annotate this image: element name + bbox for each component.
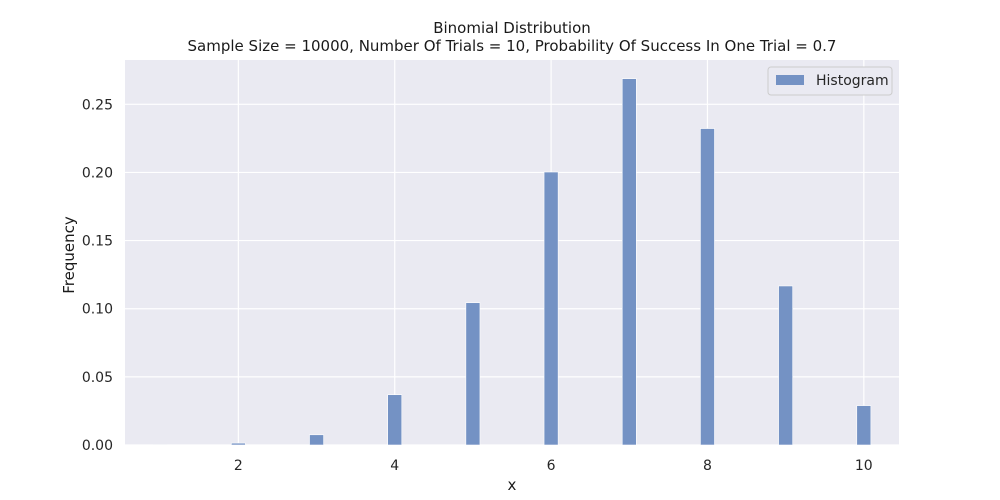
legend: Histogram (767, 66, 893, 96)
chart-subtitle: Sample Size = 10000, Number Of Trials = … (188, 37, 837, 55)
x-tick-label: 8 (703, 458, 712, 474)
x-tick-label: 2 (234, 458, 243, 474)
histogram-bar (856, 405, 872, 446)
y-tick-label: 0.05 (82, 370, 113, 386)
y-axis-label: Frequency (60, 216, 78, 294)
histogram-bar (621, 78, 637, 446)
bars (152, 78, 872, 446)
histogram-bar (465, 302, 481, 446)
histogram-bar (231, 442, 246, 446)
y-tick-label: 0.10 (82, 302, 113, 318)
y-tick-label: 0.15 (82, 234, 113, 250)
histogram-bar (309, 434, 324, 446)
x-tick-label: 4 (390, 458, 399, 474)
y-tick-labels: 0.00 0.05 0.10 0.15 0.20 0.25 (82, 97, 113, 454)
histogram-bar (152, 444, 168, 446)
chart-title: Binomial Distribution (433, 19, 591, 37)
x-tick-label: 10 (855, 458, 873, 474)
x-tick-label: 6 (547, 458, 556, 474)
x-tick-labels: 2 4 6 8 10 (234, 458, 873, 474)
y-tick-label: 0.00 (82, 438, 113, 454)
histogram-bar (543, 171, 559, 446)
legend-label: Histogram (816, 73, 889, 89)
histogram-bar (387, 394, 403, 446)
legend-swatch (776, 75, 804, 85)
x-axis-label: x (508, 476, 517, 494)
histogram-bar (778, 285, 793, 446)
plot-area (125, 60, 899, 445)
histogram-bar (700, 128, 715, 446)
y-tick-label: 0.20 (82, 165, 113, 181)
y-tick-label: 0.25 (82, 97, 113, 113)
legend-box (767, 66, 893, 96)
